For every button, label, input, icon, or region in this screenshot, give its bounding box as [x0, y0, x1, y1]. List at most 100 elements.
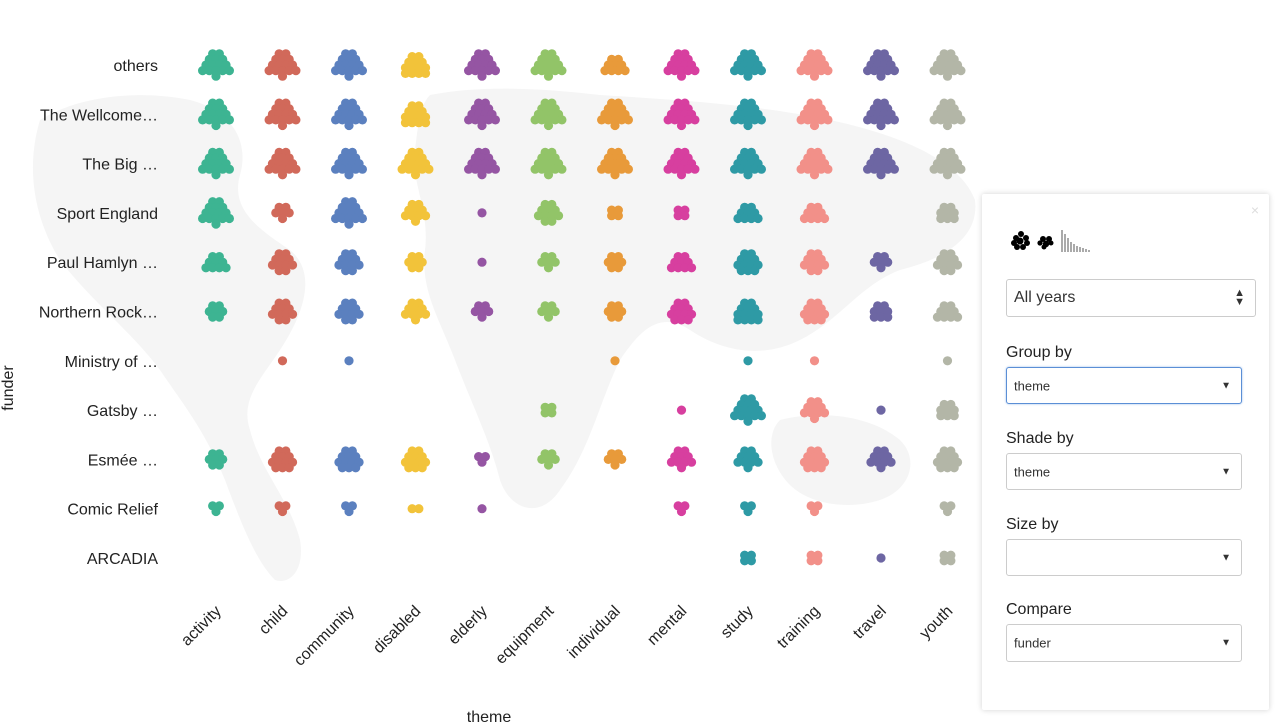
dot-cluster[interactable]	[929, 49, 966, 81]
dot-cluster[interactable]	[796, 147, 833, 180]
dot-cluster[interactable]	[407, 504, 424, 514]
dot-cluster[interactable]	[400, 199, 431, 226]
dot-cluster[interactable]	[477, 208, 487, 218]
dot-cluster[interactable]	[863, 49, 900, 81]
dot-cluster[interactable]	[863, 147, 900, 180]
dot-cluster[interactable]	[477, 257, 487, 267]
dot-cluster[interactable]	[663, 49, 700, 81]
dot-cluster[interactable]	[331, 197, 367, 229]
dot-cluster[interactable]	[267, 446, 298, 473]
dot-cluster[interactable]	[809, 356, 820, 366]
dot-cluster[interactable]	[799, 202, 830, 224]
dot-cluster[interactable]	[540, 402, 557, 418]
dot-cluster[interactable]	[264, 98, 301, 131]
year-select[interactable]: All years ▲ ▼	[1006, 279, 1256, 317]
dot-cluster[interactable]	[730, 394, 767, 426]
dot-cluster[interactable]	[204, 449, 228, 470]
dot-cluster[interactable]	[397, 147, 434, 180]
dot-cluster[interactable]	[404, 252, 427, 273]
dot-cluster[interactable]	[666, 298, 697, 325]
dot-cluster[interactable]	[673, 205, 690, 221]
dot-cluster[interactable]	[331, 98, 367, 131]
size-by-select[interactable]: ▼	[1006, 539, 1242, 576]
dot-cluster[interactable]	[932, 301, 963, 322]
dot-cluster[interactable]	[267, 298, 298, 325]
dot-cluster[interactable]	[271, 202, 294, 224]
dot-cluster[interactable]	[464, 98, 500, 131]
dot-cluster[interactable]	[474, 452, 490, 467]
dot-cluster[interactable]	[334, 249, 364, 276]
dot-cluster[interactable]	[799, 249, 830, 276]
dot-cluster[interactable]	[277, 356, 288, 366]
dot-cluster[interactable]	[208, 501, 224, 517]
dot-cluster[interactable]	[733, 298, 763, 325]
dot-cluster[interactable]	[733, 249, 763, 276]
dot-cluster[interactable]	[806, 501, 823, 517]
dot-cluster[interactable]	[799, 446, 830, 473]
close-icon[interactable]: ×	[1250, 202, 1259, 218]
dot-cluster[interactable]	[806, 550, 823, 566]
dot-cluster[interactable]	[743, 356, 753, 366]
dot-cluster[interactable]	[530, 147, 567, 180]
dot-cluster[interactable]	[740, 550, 756, 566]
dot-cluster[interactable]	[331, 147, 367, 180]
dot-cluster[interactable]	[730, 98, 767, 131]
dot-cluster[interactable]	[264, 147, 301, 180]
dot-cluster[interactable]	[607, 205, 623, 221]
dot-cluster[interactable]	[477, 504, 487, 514]
compare-select[interactable]: funder ▼	[1006, 624, 1242, 662]
dot-cluster[interactable]	[730, 147, 767, 180]
dot-cluster[interactable]	[666, 446, 697, 473]
dot-cluster[interactable]	[733, 446, 763, 473]
dot-cluster[interactable]	[929, 98, 966, 131]
dot-cluster[interactable]	[663, 147, 700, 180]
dot-cluster[interactable]	[533, 199, 564, 226]
bubble-cluster-icon[interactable]	[1010, 228, 1058, 256]
dot-cluster[interactable]	[597, 98, 634, 131]
dot-cluster[interactable]	[198, 49, 234, 81]
dot-cluster[interactable]	[537, 252, 560, 273]
dot-cluster[interactable]	[341, 501, 357, 517]
dot-cluster[interactable]	[530, 49, 567, 81]
dot-cluster[interactable]	[204, 301, 228, 322]
dot-cluster[interactable]	[942, 356, 953, 366]
dot-cluster[interactable]	[866, 446, 896, 473]
dot-cluster[interactable]	[198, 197, 234, 229]
dot-cluster[interactable]	[274, 501, 291, 517]
dot-cluster[interactable]	[936, 202, 959, 224]
dot-cluster[interactable]	[198, 98, 234, 131]
dot-cluster[interactable]	[537, 449, 560, 470]
dot-cluster[interactable]	[740, 501, 756, 517]
dot-cluster[interactable]	[603, 449, 627, 470]
dot-cluster[interactable]	[470, 301, 494, 322]
dot-cluster[interactable]	[869, 301, 893, 322]
dot-cluster[interactable]	[198, 147, 234, 180]
dot-cluster[interactable]	[201, 252, 231, 273]
dot-cluster[interactable]	[331, 49, 367, 81]
dot-cluster[interactable]	[796, 49, 833, 81]
dot-cluster[interactable]	[464, 147, 500, 180]
dot-cluster[interactable]	[400, 52, 431, 78]
dot-cluster[interactable]	[876, 553, 886, 563]
dot-cluster[interactable]	[267, 249, 298, 276]
dot-cluster[interactable]	[400, 446, 431, 473]
dot-cluster[interactable]	[334, 446, 364, 473]
dot-cluster[interactable]	[673, 501, 690, 517]
dot-cluster[interactable]	[869, 252, 893, 273]
dot-cluster[interactable]	[264, 49, 301, 81]
dot-cluster[interactable]	[344, 356, 354, 366]
dot-cluster[interactable]	[932, 249, 963, 276]
dot-cluster[interactable]	[464, 49, 500, 81]
dot-cluster[interactable]	[799, 298, 830, 325]
dot-cluster[interactable]	[929, 147, 966, 180]
dot-cluster[interactable]	[603, 301, 627, 322]
histogram-icon[interactable]	[1060, 228, 1092, 256]
dot-cluster[interactable]	[733, 202, 763, 224]
dot-cluster[interactable]	[730, 49, 767, 81]
shade-by-select[interactable]: theme ▼	[1006, 453, 1242, 490]
dot-cluster[interactable]	[939, 501, 956, 517]
dot-cluster[interactable]	[939, 550, 956, 566]
dot-cluster[interactable]	[610, 356, 620, 366]
dot-cluster[interactable]	[530, 98, 567, 131]
dot-cluster[interactable]	[334, 298, 364, 325]
